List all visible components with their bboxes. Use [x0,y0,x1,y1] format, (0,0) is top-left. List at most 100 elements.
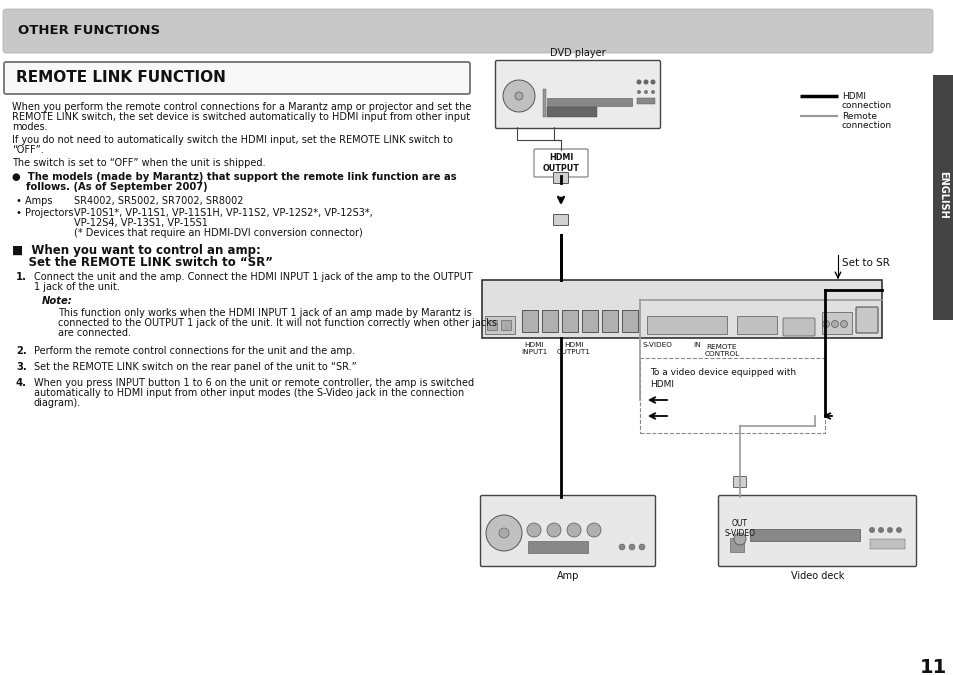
Bar [486,320,497,330]
Text: are connected.: are connected. [58,328,131,338]
Circle shape [650,90,655,94]
Text: REMOTE LINK switch, the set device is switched automatically to HDMI input from : REMOTE LINK switch, the set device is sw… [12,112,470,122]
Bar [484,316,515,334]
Text: “OFF”.: “OFF”. [12,145,44,155]
Text: connection: connection [841,101,891,110]
FancyBboxPatch shape [855,307,877,333]
Bar [521,310,537,332]
Circle shape [831,321,838,327]
Text: HDMI: HDMI [649,380,673,389]
Bar [646,316,726,334]
Text: automatically to HDMI input from other input modes (the S-Video jack in the conn: automatically to HDMI input from other i… [34,388,464,398]
Circle shape [886,527,892,533]
FancyBboxPatch shape [495,61,659,128]
Text: • Amps: • Amps [16,196,52,206]
Circle shape [515,92,522,100]
Text: REMOTE LINK FUNCTION: REMOTE LINK FUNCTION [16,70,226,86]
Bar [500,320,511,330]
Text: HDMI
OUTPUT1: HDMI OUTPUT1 [557,342,590,355]
Circle shape [895,527,901,533]
Text: OTHER FUNCTIONS: OTHER FUNCTIONS [18,24,160,38]
Text: 1.: 1. [16,272,27,282]
Text: Remote: Remote [841,112,876,121]
Circle shape [639,544,644,550]
Text: connection: connection [841,121,891,130]
Circle shape [650,80,655,84]
Text: SR4002, SR5002, SR7002, SR8002: SR4002, SR5002, SR7002, SR8002 [74,196,243,206]
Circle shape [566,523,580,537]
Bar [541,310,558,332]
Circle shape [821,321,828,327]
Text: • Projectors: • Projectors [16,208,73,218]
Bar [869,539,904,549]
Text: Perform the remote control connections for the unit and the amp.: Perform the remote control connections f… [34,346,355,356]
Circle shape [868,527,874,533]
Text: 1 jack of the unit.: 1 jack of the unit. [34,282,120,292]
Text: HDMI
OUTPUT: HDMI OUTPUT [542,153,578,173]
Bar [561,310,578,332]
FancyBboxPatch shape [718,495,916,566]
Text: IN: IN [693,342,700,348]
FancyBboxPatch shape [733,477,745,487]
Bar [546,107,597,117]
Text: The switch is set to “OFF” when the unit is shipped.: The switch is set to “OFF” when the unit… [12,158,265,168]
FancyBboxPatch shape [4,62,470,94]
Text: S-VIDEO: S-VIDEO [641,342,671,348]
Text: This function only works when the HDMI INPUT 1 jack of an amp made by Marantz is: This function only works when the HDMI I… [58,308,471,318]
FancyBboxPatch shape [480,495,655,566]
Text: S-VIDEO: S-VIDEO [723,529,755,538]
Bar [639,358,824,433]
Circle shape [628,544,635,550]
Circle shape [636,80,640,84]
Circle shape [546,523,560,537]
Circle shape [637,90,640,94]
Text: ●  The models (made by Marantz) that support the remote link function are as: ● The models (made by Marantz) that supp… [12,172,456,182]
Text: Set the REMOTE LINK switch on the rear panel of the unit to “SR.”: Set the REMOTE LINK switch on the rear p… [34,362,356,372]
Bar [637,98,655,104]
Circle shape [498,528,509,538]
Text: OUT: OUT [731,519,747,528]
Text: Video deck: Video deck [790,571,843,581]
Bar [581,310,598,332]
Text: If you do not need to automatically switch the HDMI input, set the REMOTE LINK s: If you do not need to automatically swit… [12,135,453,145]
Text: VP-10S1*, VP-11S1, VP-11S1H, VP-11S2, VP-12S2*, VP-12S3*,: VP-10S1*, VP-11S1, VP-11S1H, VP-11S2, VP… [74,208,373,218]
Text: When you perform the remote control connections for a Marantz amp or projector a: When you perform the remote control conn… [12,102,471,112]
Text: ■  When you want to control an amp:: ■ When you want to control an amp: [12,244,260,257]
Bar [527,541,587,553]
FancyBboxPatch shape [481,280,882,338]
Bar [546,98,631,106]
Circle shape [586,523,600,537]
Text: modes.: modes. [12,122,48,132]
Circle shape [643,90,647,94]
Text: When you press INPUT button 1 to 6 on the unit or remote controller, the amp is : When you press INPUT button 1 to 6 on th… [34,378,474,388]
Circle shape [840,321,846,327]
Bar [542,89,545,117]
Text: follows. (As of September 2007): follows. (As of September 2007) [12,182,208,192]
FancyBboxPatch shape [534,149,587,177]
FancyBboxPatch shape [3,9,932,53]
Text: 2.: 2. [16,346,27,356]
Text: To a video device equipped with: To a video device equipped with [649,368,796,377]
Circle shape [502,80,535,112]
Bar [737,316,776,334]
Circle shape [526,523,540,537]
Text: ENGLISH: ENGLISH [938,171,947,219]
Text: (* Devices that require an HDMI-DVI conversion connector): (* Devices that require an HDMI-DVI conv… [74,228,362,238]
Bar [821,312,851,334]
Text: VP-12S4, VP-13S1, VP-15S1: VP-12S4, VP-13S1, VP-15S1 [74,218,208,228]
Text: connected to the OUTPUT 1 jack of the unit. It will not function correctly when : connected to the OUTPUT 1 jack of the un… [58,318,497,328]
Circle shape [877,527,883,533]
Text: diagram).: diagram). [34,398,81,408]
Text: Set the REMOTE LINK switch to “SR”: Set the REMOTE LINK switch to “SR” [12,256,273,269]
Bar [621,310,638,332]
Text: REMOTE
CONTROL: REMOTE CONTROL [703,344,739,357]
Text: DVD player: DVD player [550,48,605,58]
Bar [932,75,953,320]
Bar [729,538,743,552]
Text: HDMI
INPUT1: HDMI INPUT1 [520,342,547,355]
Circle shape [643,80,648,84]
Text: HDMI: HDMI [841,92,865,101]
Bar [749,529,859,541]
Bar [601,310,618,332]
Text: Note:: Note: [42,296,72,306]
